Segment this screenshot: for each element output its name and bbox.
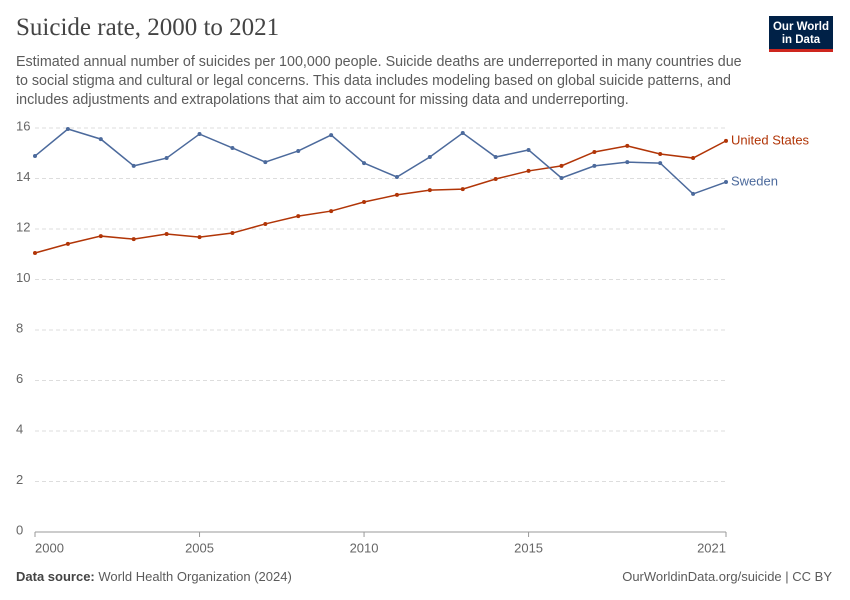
x-tick-label: 2015 bbox=[514, 540, 543, 555]
source-label: Data source: bbox=[16, 569, 95, 584]
y-tick-label: 14 bbox=[16, 169, 30, 184]
point bbox=[197, 132, 202, 137]
y-tick-label: 4 bbox=[16, 421, 23, 436]
point bbox=[526, 168, 531, 173]
point bbox=[98, 234, 103, 239]
point bbox=[296, 214, 301, 219]
footer-link[interactable]: OurWorldinData.org/suicide | CC BY bbox=[622, 569, 832, 584]
x-tick-label: 2005 bbox=[185, 540, 214, 555]
point bbox=[724, 138, 728, 143]
point bbox=[592, 163, 597, 168]
point bbox=[263, 160, 268, 165]
point bbox=[493, 155, 498, 160]
point bbox=[625, 160, 630, 165]
point bbox=[98, 137, 103, 142]
source: Data source: World Health Organization (… bbox=[16, 569, 292, 584]
point bbox=[559, 163, 564, 168]
point bbox=[329, 209, 334, 214]
x-tick-label: 2021 bbox=[697, 540, 726, 555]
point bbox=[65, 127, 70, 132]
y-tick-label: 12 bbox=[16, 219, 30, 234]
point bbox=[658, 152, 663, 157]
logo[interactable]: Our World in Data bbox=[769, 16, 833, 52]
point bbox=[230, 231, 235, 236]
point bbox=[394, 192, 399, 197]
point bbox=[263, 221, 268, 226]
point bbox=[230, 145, 235, 150]
point bbox=[164, 156, 169, 161]
point bbox=[296, 148, 301, 153]
point bbox=[526, 147, 531, 152]
point bbox=[427, 155, 432, 160]
line bbox=[34, 140, 727, 254]
y-tick-label: 10 bbox=[16, 270, 30, 285]
point bbox=[724, 180, 728, 185]
point bbox=[592, 149, 597, 154]
point bbox=[625, 143, 630, 148]
y-tick-label: 2 bbox=[16, 472, 23, 487]
point bbox=[197, 235, 202, 240]
x-tick-label: 2000 bbox=[35, 540, 64, 555]
point bbox=[329, 133, 334, 138]
logo-line: in Data bbox=[781, 34, 821, 46]
point bbox=[460, 187, 465, 192]
point bbox=[33, 250, 37, 255]
point bbox=[460, 131, 465, 136]
point bbox=[691, 191, 696, 196]
source-text: World Health Organization (2024) bbox=[98, 569, 292, 584]
point bbox=[33, 154, 37, 159]
point bbox=[65, 241, 70, 246]
point bbox=[559, 175, 564, 180]
point bbox=[164, 232, 169, 237]
point bbox=[131, 163, 136, 168]
point bbox=[394, 174, 399, 179]
chart-subtitle: Estimated annual number of suicides per … bbox=[16, 54, 742, 108]
point bbox=[427, 188, 432, 193]
y-tick-label: 6 bbox=[16, 371, 23, 386]
legend-label: Sweden bbox=[731, 173, 778, 188]
legend-label: United States bbox=[731, 132, 810, 147]
chart-title: Suicide rate, 2000 to 2021 bbox=[16, 14, 280, 41]
point bbox=[493, 177, 498, 182]
y-tick-label: 0 bbox=[16, 522, 23, 537]
point bbox=[362, 161, 367, 166]
y-tick-label: 16 bbox=[16, 118, 30, 133]
point bbox=[362, 199, 367, 204]
x-tick-label: 2010 bbox=[350, 540, 379, 555]
chart: 0 2 4 6 8 10 12 14 16 2000 2005 2010 2015 2021 United … bbox=[16, 118, 810, 555]
y-tick-label: 8 bbox=[16, 320, 23, 335]
logo-line: Our World bbox=[772, 21, 829, 33]
line bbox=[34, 128, 727, 195]
point bbox=[131, 237, 136, 242]
point bbox=[691, 156, 696, 161]
point bbox=[658, 161, 663, 166]
